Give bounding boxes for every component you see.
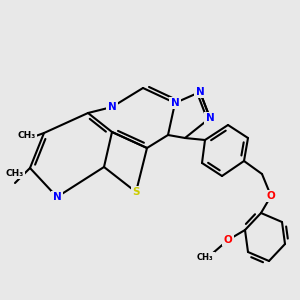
Text: N: N [196,87,204,97]
Text: N: N [52,192,62,202]
Text: S: S [132,187,140,197]
Text: CH₃: CH₃ [197,254,213,262]
Text: O: O [267,191,275,201]
Text: CH₃: CH₃ [6,169,24,178]
Text: O: O [224,235,232,245]
Text: N: N [108,102,116,112]
Text: N: N [206,113,214,123]
Text: N: N [171,98,179,108]
Text: CH₃: CH₃ [18,131,36,140]
